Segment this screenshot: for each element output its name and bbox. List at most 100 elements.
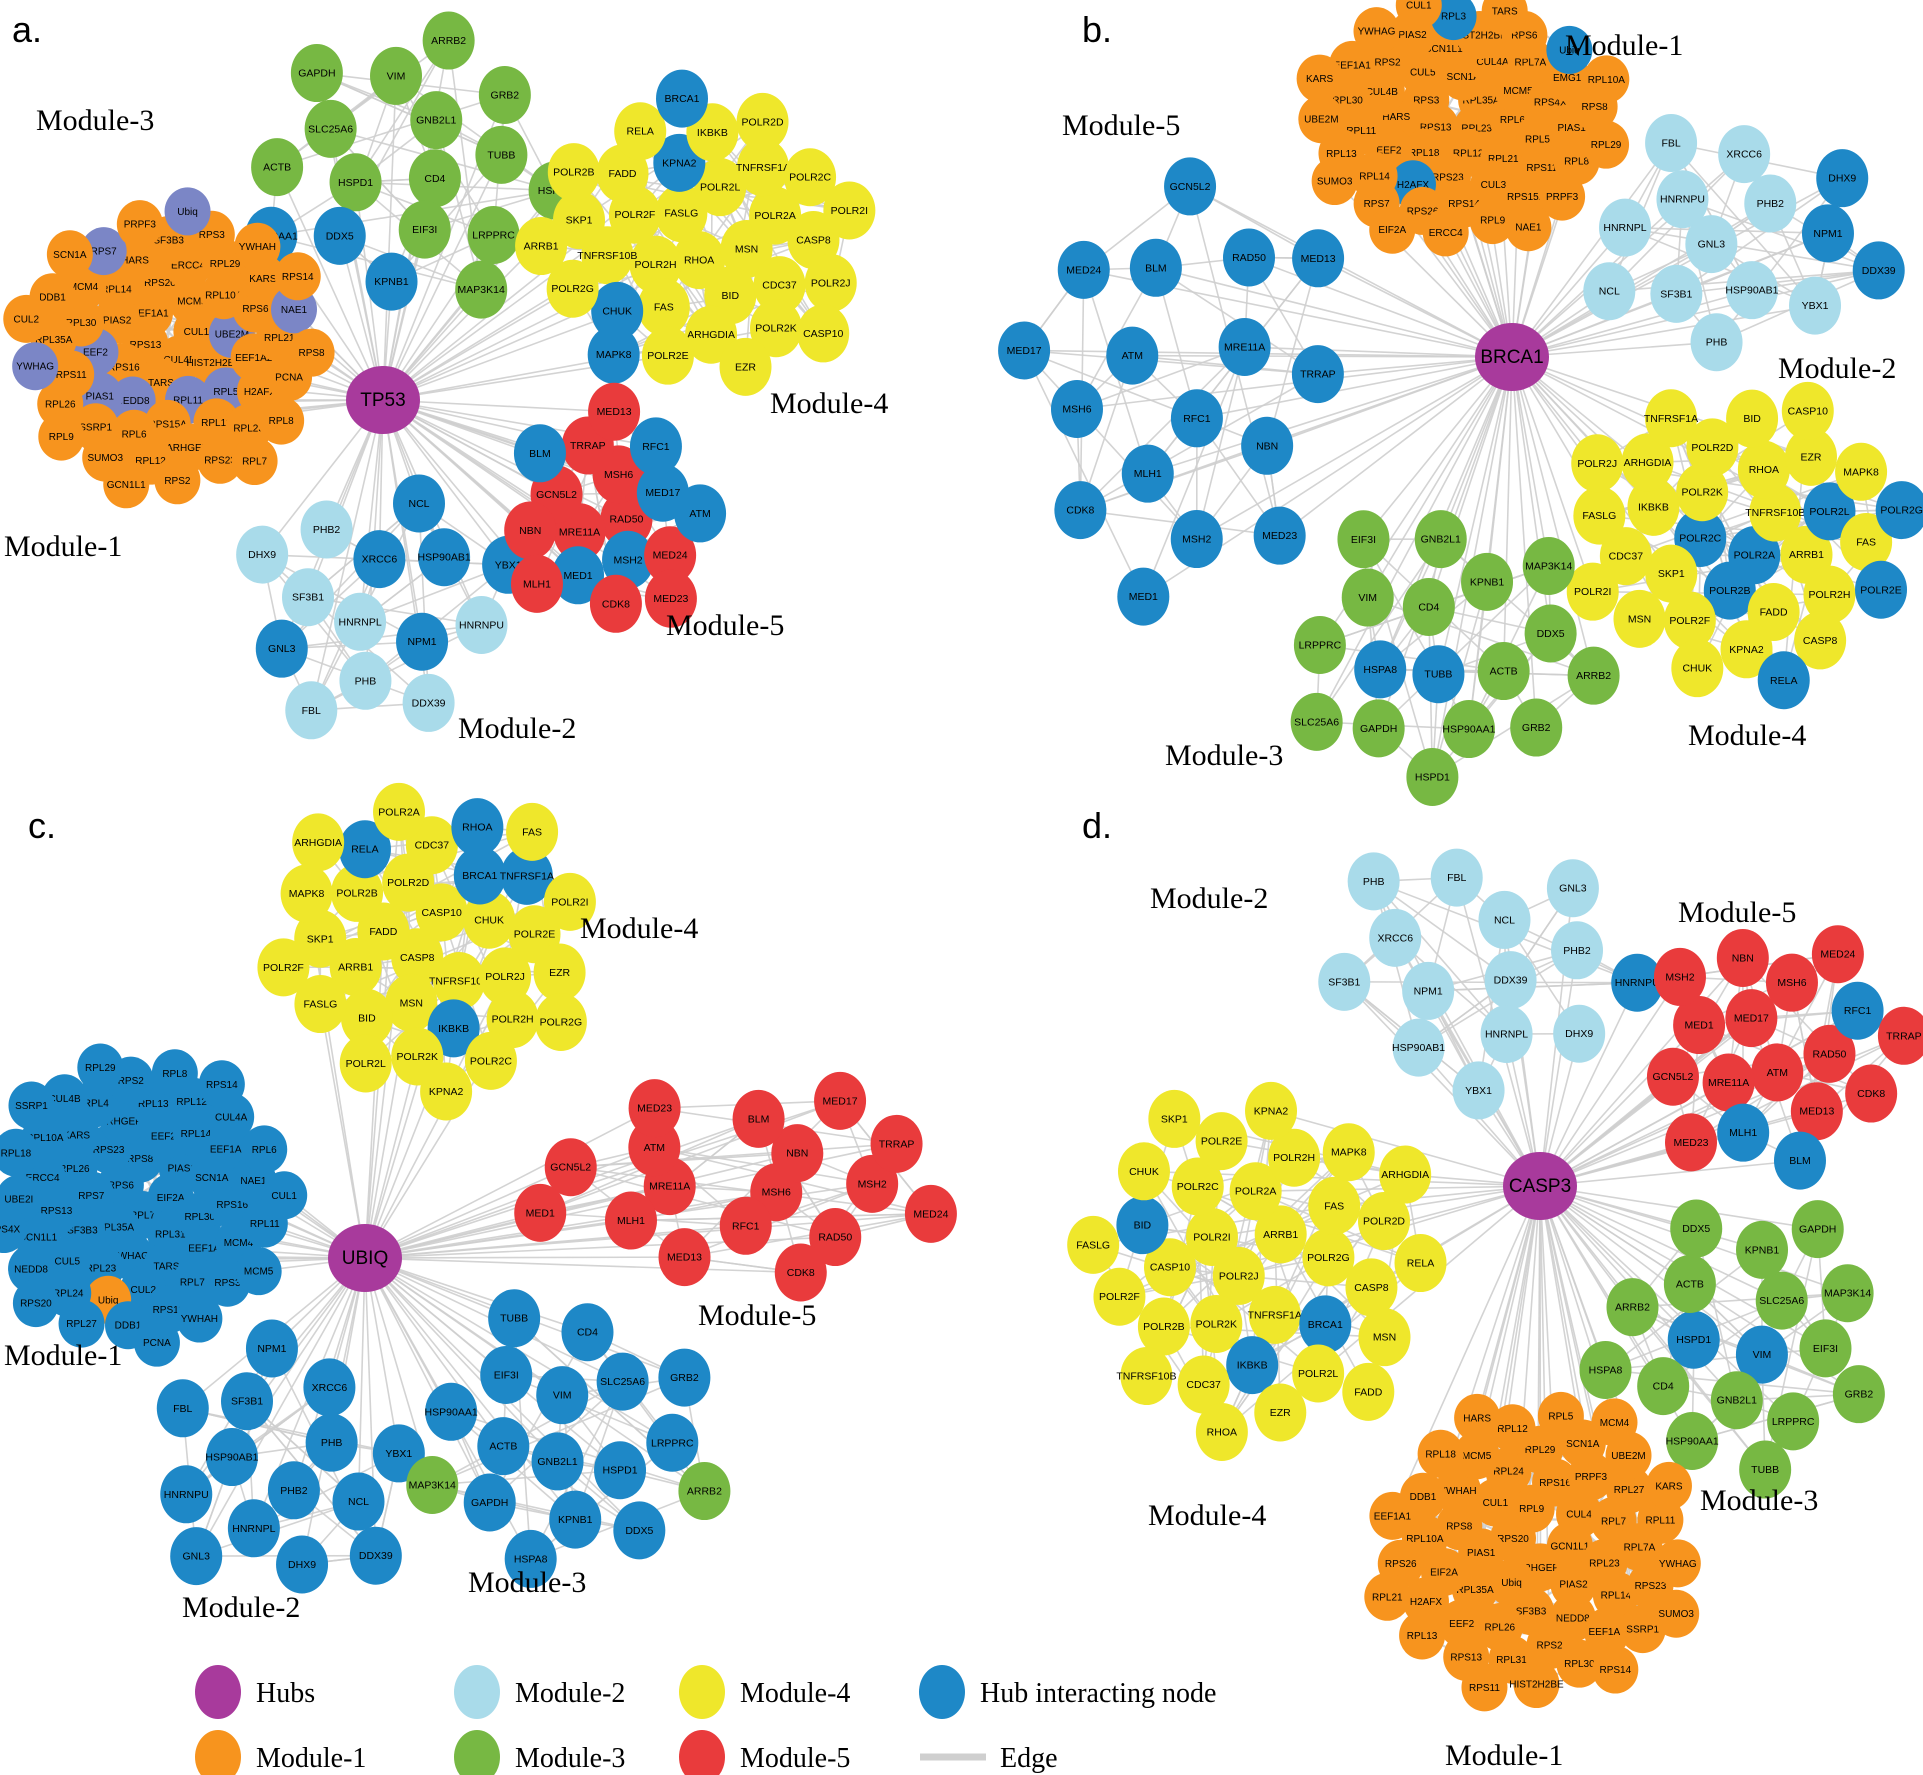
node-c-RAD50[interactable]: RAD50 <box>809 1208 862 1267</box>
node-circle[interactable] <box>1627 477 1680 536</box>
node-circle[interactable] <box>1606 1278 1659 1337</box>
node-a-POLR2J[interactable]: POLR2J <box>804 253 857 312</box>
node-a-HNRNPU[interactable]: HNRNPU <box>455 596 508 655</box>
node-b-ATM[interactable]: ATM <box>1106 326 1159 385</box>
node-d-MSH6[interactable]: MSH6 <box>1765 953 1818 1012</box>
node-d-EZR[interactable]: EZR <box>1254 1383 1307 1442</box>
node-a-MAPK8[interactable]: MAPK8 <box>587 325 640 384</box>
node-circle[interactable] <box>1248 1285 1301 1344</box>
node-d-MED17[interactable]: MED17 <box>1725 989 1778 1048</box>
node-circle[interactable] <box>480 1345 533 1404</box>
node-c-RPL18[interactable]: RPL18 <box>0 1128 39 1177</box>
node-circle[interactable] <box>46 230 93 279</box>
node-circle[interactable] <box>370 46 423 105</box>
node-circle[interactable] <box>1690 313 1743 372</box>
node-circle[interactable] <box>276 1535 329 1594</box>
node-b-CDC37[interactable]: CDC37 <box>1599 527 1652 586</box>
node-circle[interactable] <box>1453 1431 1500 1480</box>
node-circle[interactable] <box>176 1294 223 1343</box>
node-d-MCM4[interactable]: MCM4 <box>1591 1398 1638 1447</box>
node-b-RPL29[interactable]: RPL29 <box>1583 120 1630 169</box>
node-circle[interactable] <box>547 143 600 202</box>
node-c-ACTB[interactable]: ACTB <box>477 1417 530 1476</box>
node-circle[interactable] <box>1551 921 1604 980</box>
node-c-FASLG[interactable]: FASLG <box>294 975 347 1034</box>
node-c-SKP1[interactable]: SKP1 <box>294 909 347 968</box>
node-circle[interactable] <box>290 44 343 103</box>
node-circle[interactable] <box>151 1049 198 1098</box>
node-a-CUL2[interactable]: CUL2 <box>3 294 50 343</box>
node-a-MED23[interactable]: MED23 <box>644 569 697 628</box>
node-b-SUMO3[interactable]: SUMO3 <box>1311 157 1358 206</box>
node-circle[interactable] <box>1195 1112 1248 1171</box>
node-circle[interactable] <box>331 863 384 922</box>
node-a-TNFRSF1A[interactable]: TNFRSF1A <box>736 138 790 197</box>
node-a-MLH1[interactable]: MLH1 <box>510 554 563 613</box>
node-circle[interactable] <box>1489 1404 1536 1453</box>
node-b-HNRNPU[interactable]: HNRNPU <box>1656 170 1709 229</box>
node-a-HNRNPL[interactable]: HNRNPL <box>334 592 387 651</box>
node-circle[interactable] <box>1050 380 1103 439</box>
node-circle[interactable] <box>1791 1200 1844 1259</box>
node-circle[interactable] <box>1737 440 1790 499</box>
node-b-FAS[interactable]: FAS <box>1840 512 1893 571</box>
node-d-SKP1[interactable]: SKP1 <box>1148 1089 1201 1148</box>
node-circle[interactable] <box>1171 1157 1224 1216</box>
node-circle[interactable] <box>1539 172 1586 221</box>
node-d-MED24[interactable]: MED24 <box>1811 925 1864 984</box>
node-d-EIF3I[interactable]: EIF3I <box>1799 1319 1852 1378</box>
node-a-CASP10[interactable]: CASP10 <box>797 304 850 363</box>
node-circle[interactable] <box>655 184 708 243</box>
node-a-SLC25A6[interactable]: SLC25A6 <box>304 99 357 158</box>
node-c-MSN[interactable]: MSN <box>385 973 438 1032</box>
node-circle[interactable] <box>339 1034 392 1093</box>
node-circle[interactable] <box>1241 416 1294 475</box>
node-circle[interactable] <box>373 782 426 841</box>
node-d-RELA[interactable]: RELA <box>1394 1234 1447 1293</box>
node-a-POLR2G[interactable]: POLR2G <box>546 259 599 318</box>
node-circle[interactable] <box>1751 1043 1804 1102</box>
node-d-RPS11[interactable]: RPS11 <box>1461 1663 1508 1712</box>
node-circle[interactable] <box>1784 427 1837 486</box>
node-b-Ubiq[interactable]: Ubiq <box>1546 25 1593 74</box>
node-a-FBL[interactable]: FBL <box>285 681 338 740</box>
node-circle[interactable] <box>1613 589 1666 648</box>
node-circle[interactable] <box>410 91 463 150</box>
node-c-RPS14[interactable]: RPS14 <box>198 1060 245 1109</box>
node-circle[interactable] <box>1144 1238 1197 1297</box>
node-circle[interactable] <box>1117 1142 1170 1201</box>
node-circle[interactable] <box>1402 577 1455 636</box>
node-circle[interactable] <box>288 328 335 377</box>
node-circle[interactable] <box>1736 1220 1789 1279</box>
node-b-DDX39[interactable]: DDX39 <box>1852 241 1905 300</box>
node-c-POLR2F[interactable]: POLR2F <box>257 938 310 997</box>
node-circle[interactable] <box>245 1319 298 1378</box>
node-c-PHB2[interactable]: PHB2 <box>267 1461 320 1520</box>
node-circle[interactable] <box>402 673 455 732</box>
node-circle[interactable] <box>408 149 461 208</box>
node-c-RELA[interactable]: RELA <box>338 820 391 879</box>
node-c-BRCA1[interactable]: BRCA1 <box>453 846 506 905</box>
node-circle[interactable] <box>1298 95 1345 144</box>
node-d-GNL3[interactable]: GNL3 <box>1546 859 1599 918</box>
node-circle[interactable] <box>38 412 85 461</box>
node-d-HSPA8[interactable]: HSPA8 <box>1579 1340 1632 1399</box>
node-c-NCL[interactable]: NCL <box>332 1472 385 1531</box>
node-b-MSH2[interactable]: MSH2 <box>1170 510 1223 569</box>
node-d-RPL13[interactable]: RPL13 <box>1399 1611 1446 1660</box>
node-circle[interactable] <box>1666 1411 1719 1470</box>
node-circle[interactable] <box>305 1413 358 1472</box>
node-b-SLC25A6[interactable]: SLC25A6 <box>1290 692 1343 751</box>
node-d-CD4[interactable]: CD4 <box>1637 1357 1690 1416</box>
node-circle[interactable] <box>1653 1589 1700 1638</box>
node-circle[interactable] <box>1621 433 1674 492</box>
node-circle[interactable] <box>1117 567 1170 626</box>
node-circle[interactable] <box>1292 229 1345 288</box>
node-d-MLH1[interactable]: MLH1 <box>1717 1103 1770 1162</box>
node-b-HSPD1[interactable]: HSPD1 <box>1406 747 1459 806</box>
node-b-POLR2I[interactable]: POLR2I <box>1566 562 1619 621</box>
node-c-TNFRSF10B[interactable]: TNFRSF10B <box>429 951 489 1010</box>
node-circle[interactable] <box>334 592 387 651</box>
node-b-POLR2D[interactable]: POLR2D <box>1686 418 1739 477</box>
node-circle[interactable] <box>205 1428 258 1487</box>
